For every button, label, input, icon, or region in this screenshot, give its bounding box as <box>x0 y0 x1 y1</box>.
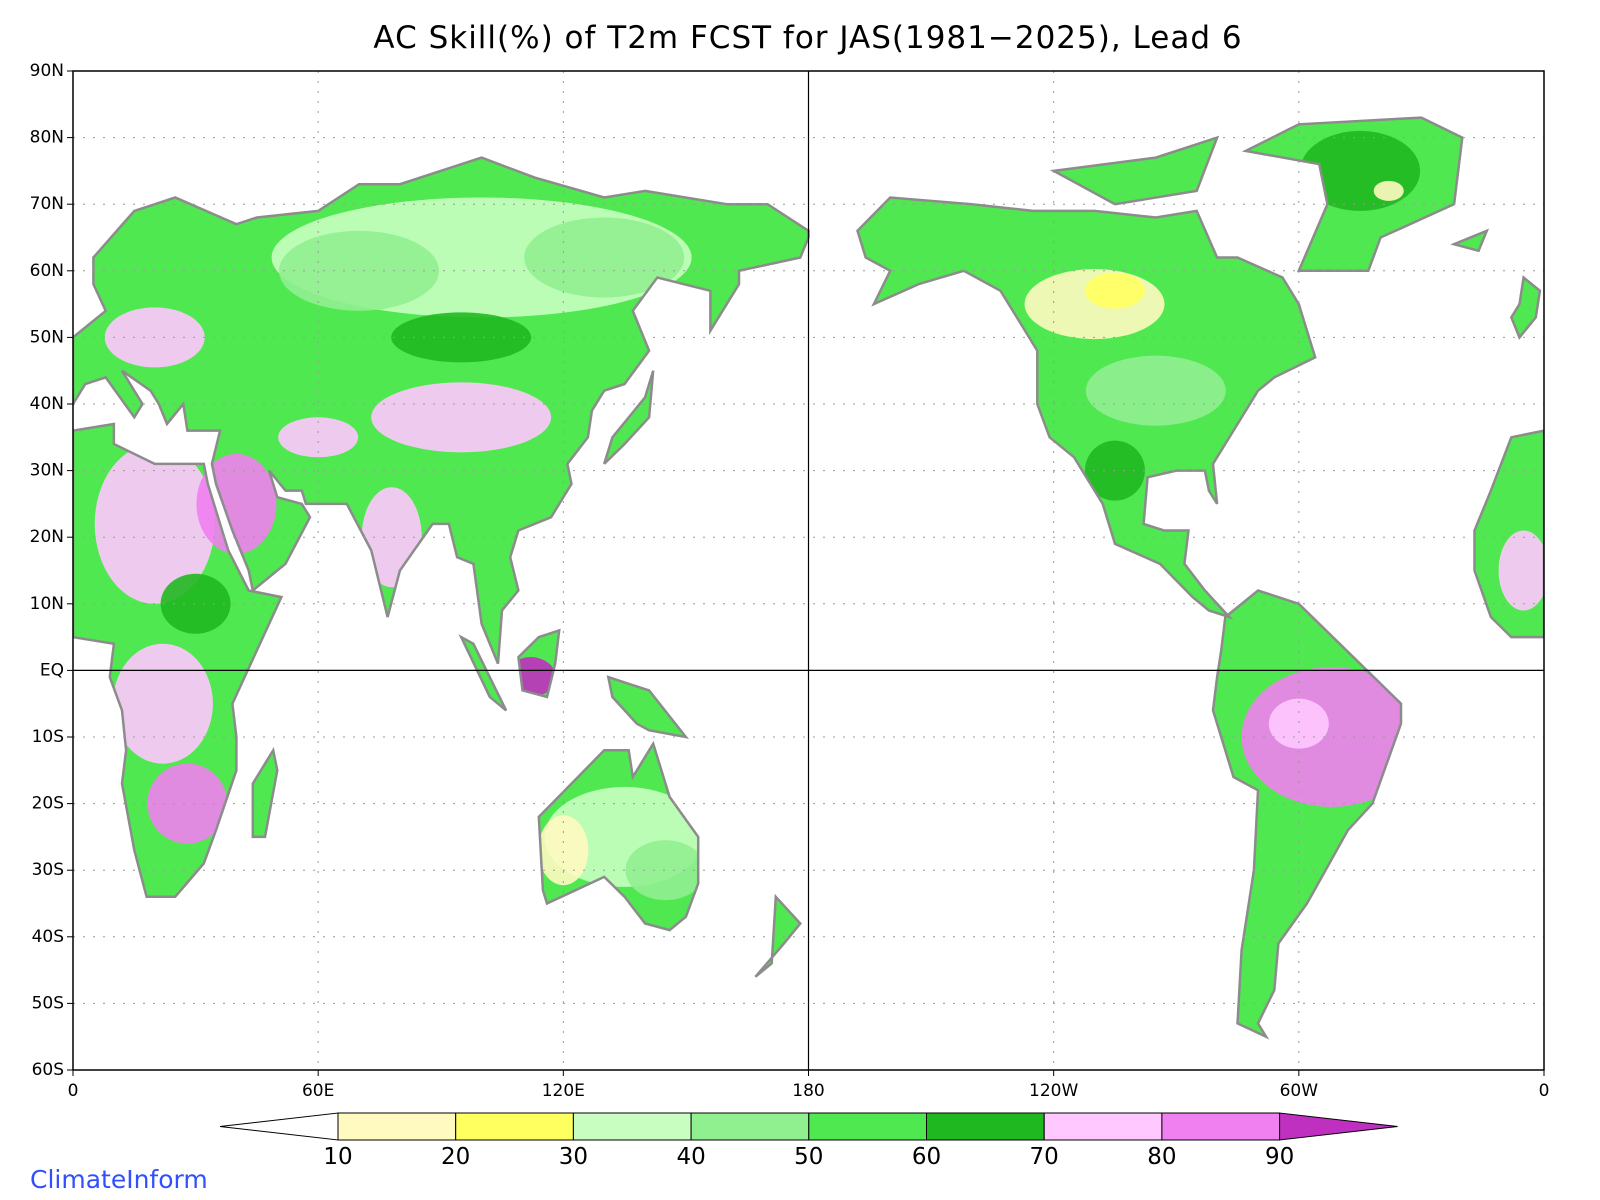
colorbar-label: 50 <box>794 1144 823 1170</box>
colorbar-arrow-low <box>219 1112 339 1141</box>
colorbar-label: 90 <box>1265 1144 1294 1170</box>
skill-patch <box>1498 530 1544 611</box>
y-tick-label: 30N <box>30 461 64 481</box>
coastline <box>251 746 279 839</box>
x-tick-label: 0 <box>68 1081 79 1101</box>
skill-patch <box>94 443 215 604</box>
skill-patch <box>1085 355 1226 426</box>
colorbar-label: 30 <box>559 1144 588 1170</box>
y-tick-label: 50S <box>32 993 64 1013</box>
land <box>73 116 1544 1040</box>
y-tick-label: 20N <box>30 527 64 547</box>
colorbar-swatch <box>926 1112 1045 1141</box>
y-tick-label: 50N <box>30 327 64 347</box>
landmass <box>1511 277 1540 338</box>
coastline <box>1241 116 1464 273</box>
y-tick-label: EQ <box>40 660 64 680</box>
map-frame <box>72 70 1545 1071</box>
landmass <box>755 896 801 977</box>
skill-patch <box>278 417 359 458</box>
colorbar-swatch <box>455 1112 574 1141</box>
colorbar-label: 70 <box>1030 1144 1059 1170</box>
colorbar-label: 60 <box>912 1144 941 1170</box>
y-tick-label: 90N <box>30 61 64 81</box>
coastline <box>856 196 1317 620</box>
landmass <box>604 370 654 464</box>
x-tick-label: 60W <box>1280 1081 1319 1101</box>
skill-patch <box>147 763 228 844</box>
skill-patch <box>112 643 213 764</box>
x-tick-label: 0 <box>1539 1081 1550 1101</box>
x-tick-label: 180 <box>792 1081 824 1101</box>
skill-patch <box>1300 130 1421 211</box>
coastline <box>73 156 810 665</box>
skill-patch <box>160 573 231 634</box>
colorbar-arrow-high <box>1279 1112 1398 1141</box>
skill-patches <box>94 130 1544 901</box>
skill-patch <box>1084 272 1145 309</box>
y-tick-label: 70N <box>30 194 64 214</box>
coastline <box>1211 589 1403 1040</box>
skill-patch <box>538 815 589 886</box>
coastline <box>603 370 655 465</box>
colorbar-label: 40 <box>676 1144 705 1170</box>
y-tick-label: 80N <box>30 128 64 148</box>
coastline <box>1049 135 1220 206</box>
credit: ClimateInform <box>30 1165 208 1194</box>
y-tick-label: 40N <box>30 394 64 414</box>
colorbar-swatch <box>690 1112 810 1141</box>
skill-patch <box>524 217 685 298</box>
colorbar-swatch <box>337 1112 457 1141</box>
colorbar-label: 80 <box>1147 1144 1176 1170</box>
y-tick-label: 10N <box>30 594 64 614</box>
colorbar-swatch <box>808 1112 927 1141</box>
coastline <box>458 634 508 712</box>
skill-patch <box>391 312 532 363</box>
colorbar-swatch <box>572 1112 692 1141</box>
x-tick-label: 120E <box>542 1081 585 1101</box>
y-tick-label: 60S <box>32 1060 64 1080</box>
colorbar-swatch <box>1161 1112 1281 1141</box>
landmass <box>1053 137 1218 205</box>
map-title: AC Skill(%) of T2m FCST for JAS(1981−202… <box>373 20 1242 56</box>
colorbar: 10 20 30 40 50 60 70 80 90 <box>219 1112 1398 1170</box>
landmass <box>252 750 278 837</box>
colorbar-swatch <box>1043 1112 1163 1141</box>
y-tick-label: 30S <box>32 860 64 880</box>
skill-patch <box>1373 180 1404 201</box>
coastline <box>517 628 561 699</box>
coastline <box>1509 275 1542 340</box>
coastline <box>606 675 689 739</box>
x-tick-label: 60E <box>302 1081 334 1101</box>
coastline <box>1473 429 1544 639</box>
coastline <box>537 740 700 932</box>
coastline <box>754 893 802 978</box>
landmass <box>857 197 1316 618</box>
skill-patch <box>196 453 277 554</box>
colorbar-label: 20 <box>441 1144 470 1170</box>
skill-patch <box>1268 698 1329 749</box>
skill-patch <box>361 487 422 588</box>
y-tick-label: 20S <box>32 794 64 814</box>
y-tick-label: 40S <box>32 927 64 947</box>
y-tick-label: 60N <box>30 261 64 281</box>
x-tick-label: 120W <box>1029 1081 1078 1101</box>
coastline <box>73 422 284 899</box>
landmass <box>461 637 507 711</box>
skill-patch <box>625 840 706 901</box>
colorbar-label: 10 <box>323 1144 352 1170</box>
landmass <box>608 677 686 737</box>
coastline <box>1450 228 1490 253</box>
skill-patch <box>371 382 552 453</box>
grid <box>67 70 1545 1076</box>
skill-patch <box>279 230 440 311</box>
y-tick-label: 10S <box>32 727 64 747</box>
